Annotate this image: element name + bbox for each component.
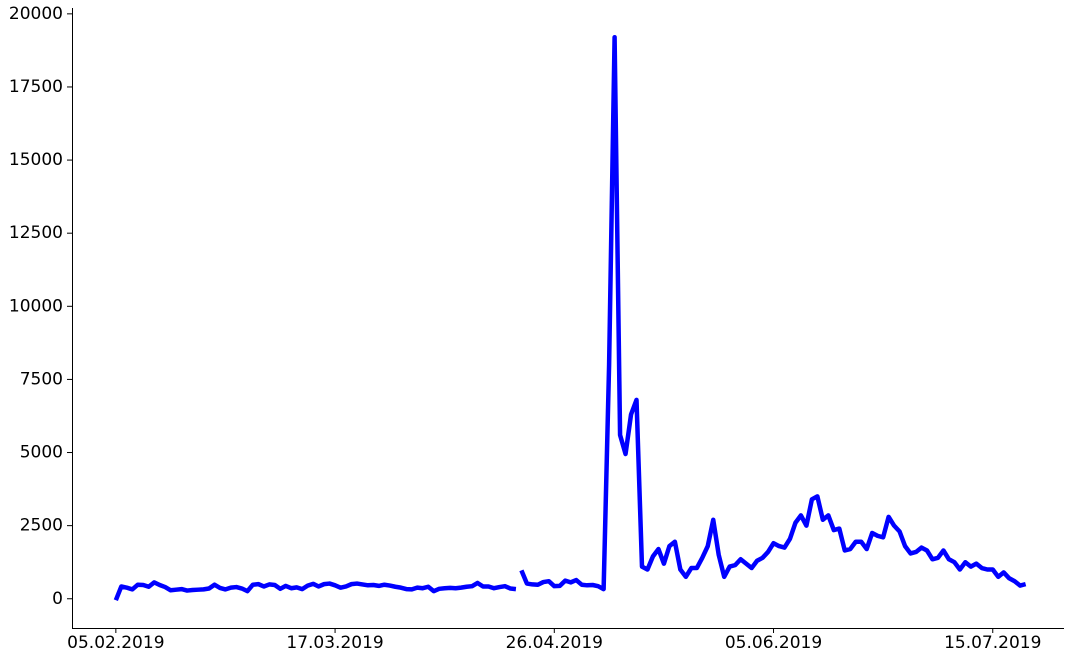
x-tick-label: 26.04.2019 [506, 633, 603, 653]
y-tick-label: 0 [52, 589, 63, 609]
y-tick-label: 12500 [9, 223, 63, 243]
series-line [113, 580, 517, 602]
y-axis-ticks: 0 2500 5000 7500 10000 12500 15000 17500 20000 [9, 4, 72, 609]
y-tick-label: 7500 [20, 369, 63, 389]
y-tick-label: 2500 [20, 516, 63, 536]
y-tick-label: 5000 [20, 443, 63, 463]
y-tick-label: 17500 [9, 77, 63, 97]
x-tick-label: 05.02.2019 [67, 633, 164, 653]
y-tick-label: 10000 [9, 296, 63, 316]
x-tick-label: 05.06.2019 [725, 633, 822, 653]
x-axis-ticks: 05.02.2019 17.03.2019 26.04.2019 05.06.2019… [67, 628, 1041, 653]
y-tick-label: 20000 [9, 4, 63, 24]
x-tick-label: 17.03.2019 [286, 633, 383, 653]
x-tick-label: 15.07.2019 [944, 633, 1041, 653]
series-layer [113, 35, 1027, 602]
y-tick-label: 15000 [9, 150, 63, 170]
series-line [519, 35, 1027, 592]
